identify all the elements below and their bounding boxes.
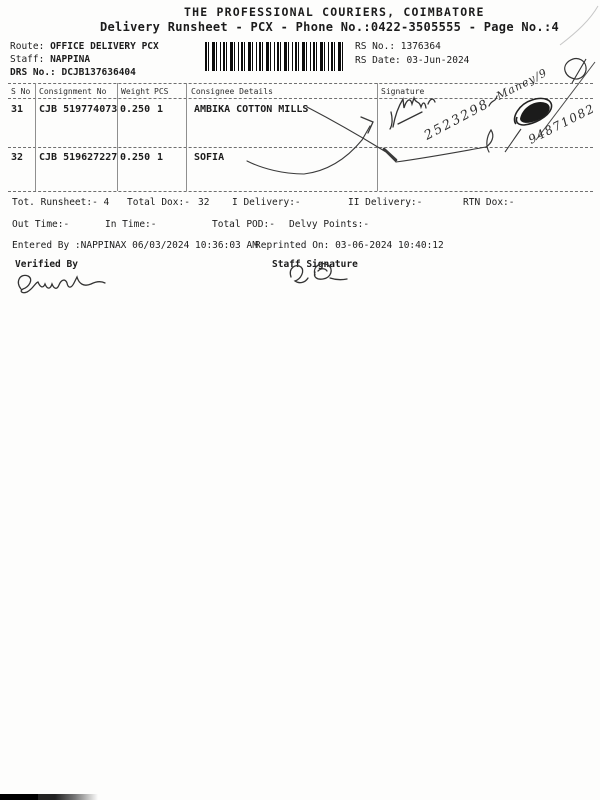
drs-label: DRS No.:: [10, 67, 56, 78]
totals-dox-value: 32: [198, 197, 210, 208]
entered-by-line: Entered By :NAPPINAX 06/03/2024 10:36:03…: [12, 240, 258, 251]
row31-handwritten-number: 2523298: [421, 97, 492, 144]
totals-ii-delivery: II Delivery:-: [348, 197, 423, 208]
company-title: THE PROFESSIONAL COURIERS, COIMBATORE: [184, 5, 485, 19]
row31-signature-scribble: [389, 95, 436, 130]
consignee-pen-stroke-mills: [306, 106, 494, 163]
staff-label: Staff:: [10, 54, 45, 65]
verified-by-label: Verified By: [15, 259, 78, 270]
cell-sno: 32: [11, 152, 24, 163]
circled-scribble: [564, 58, 587, 80]
table-border-header: [8, 98, 593, 99]
column-header-sno: S No: [11, 87, 31, 96]
drs-value: DCJB137636404: [61, 67, 136, 78]
stroke-end-hook: [485, 128, 494, 153]
route-value: OFFICE DELIVERY PCX: [50, 41, 159, 52]
rs-no: RS No.: 1376364: [355, 41, 441, 52]
cell-pcs: 1: [157, 104, 164, 115]
faint-pencil-arc: [559, 5, 599, 46]
cell-consignee: AMBIKA COTTON MILLS: [194, 104, 309, 115]
staff-line: Staff: NAPPINA: [10, 54, 90, 65]
table-column-line-4: [377, 83, 378, 191]
circle-cross-stroke: [571, 58, 587, 84]
cell-weight: 0.250: [120, 152, 151, 163]
cell-consignment: CJB 519627227: [39, 152, 118, 163]
scan-artifact-bar: [0, 794, 100, 800]
table-border-bottom: [8, 191, 593, 192]
totals-runsheet-value: 4: [103, 197, 110, 208]
ink-blob-scribble: [504, 97, 553, 153]
staff-signature-label: Staff Signature: [272, 259, 358, 270]
rs-date: RS Date: 03-Jun-2024: [355, 55, 470, 66]
delvy-points: Delvy Points:-: [289, 219, 370, 230]
out-time: Out Time:-: [12, 219, 70, 230]
cell-sno: 31: [11, 104, 24, 115]
in-time: In Time:-: [105, 219, 157, 230]
verified-by-signature: [17, 274, 106, 294]
handwritten-phone-number: 94871082: [526, 101, 597, 147]
totals-i-delivery: I Delivery:-: [232, 197, 301, 208]
totals-runsheet-label: Tot. Runsheet:-: [12, 197, 98, 208]
table-column-line-1: [35, 83, 36, 191]
reprinted-on-line: Reprinted On: 03-06-2024 10:40:12: [255, 240, 444, 251]
column-header-signature: Signature: [381, 87, 425, 96]
column-header-weight: Weight: [121, 87, 150, 96]
totals-runsheet: Tot. Runsheet:- 4: [12, 197, 109, 208]
table-border-top: [8, 83, 593, 84]
table-border-rowsplit: [8, 147, 593, 148]
column-header-consignment: Consignment No: [39, 87, 107, 96]
drs-line: DRS No.: DCJB137636404: [10, 67, 136, 78]
route-line: Route: OFFICE DELIVERY PCX: [10, 41, 159, 52]
table-column-line-3: [186, 83, 187, 191]
runsheet-subtitle: Delivery Runsheet - PCX - Phone No.:0422…: [100, 20, 560, 34]
barcode-icon: [205, 42, 345, 71]
cell-weight: 0.250: [120, 104, 151, 115]
cell-consignment: CJB 519774073: [39, 104, 118, 115]
staff-value: NAPPINA: [50, 54, 91, 65]
total-pod: Total POD:-: [212, 219, 275, 230]
totals-dox-label: Total Dox:-: [127, 197, 190, 208]
totals-rtn-dox: RTN Dox:-: [463, 197, 515, 208]
column-header-consignee: Consignee Details: [191, 87, 273, 96]
cell-consignee: SOFIA: [194, 152, 225, 163]
cell-pcs: 1: [157, 152, 164, 163]
route-label: Route:: [10, 41, 45, 52]
arrowhead: [360, 116, 374, 134]
consignee-pen-stroke-sofia: [246, 116, 374, 175]
table-column-line-2: [117, 83, 118, 191]
diagonal-pen-line: [535, 61, 596, 141]
column-header-pcs: PCS: [154, 87, 169, 96]
